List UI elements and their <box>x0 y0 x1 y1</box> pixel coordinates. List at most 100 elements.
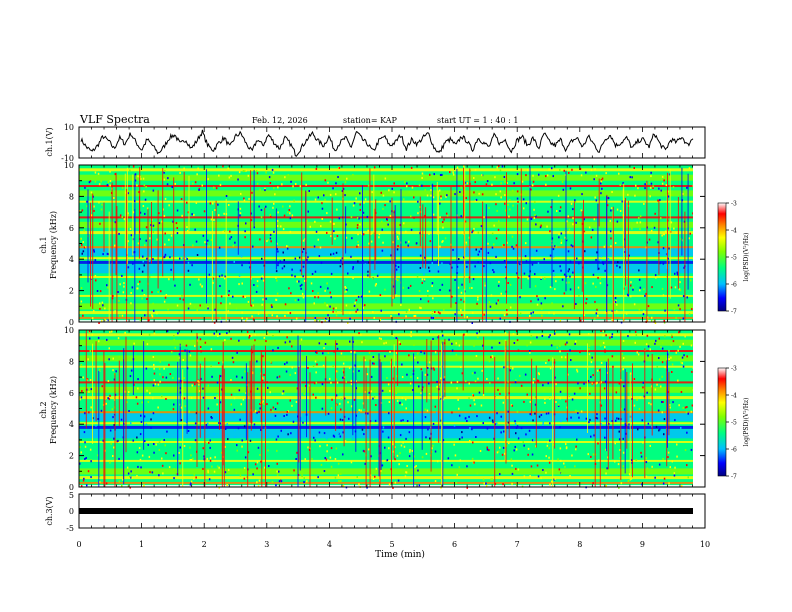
spectrogram-cell <box>420 298 422 301</box>
spectrogram-cell <box>262 400 264 403</box>
spectrogram-cell <box>505 209 507 212</box>
spectrogram-cell <box>625 312 628 315</box>
spectrogram-cell <box>637 428 639 431</box>
spectrogram-cell <box>229 194 231 197</box>
spectrogram-cell <box>667 438 669 441</box>
spectrogram-cell <box>132 439 134 442</box>
spectrogram-cell <box>140 177 142 180</box>
spectrogram-cell <box>355 197 357 200</box>
spectrogram-cell <box>350 461 353 464</box>
spectrogram-cell <box>380 255 382 258</box>
spectrogram-cell <box>350 351 352 353</box>
spectrogram-cell <box>173 403 175 406</box>
spectrogram-cell <box>173 454 175 457</box>
spectrogram-cell <box>321 218 323 220</box>
spectrogram-cell <box>190 481 192 484</box>
spectrogram-cell <box>680 361 682 364</box>
spectrogram-cell <box>276 225 279 227</box>
spectrogram-cell <box>359 203 361 206</box>
spectrogram-cell <box>491 355 494 358</box>
spectrogram-cell <box>653 226 656 229</box>
spectrogram-cell <box>216 394 219 397</box>
spectrogram-cell <box>208 441 210 444</box>
spectrogram-cell <box>149 392 151 395</box>
spectrogram-cell <box>156 238 158 241</box>
spectrogram-cell <box>488 301 491 304</box>
spectrogram-cell <box>664 335 666 338</box>
spectrogram-cell <box>286 245 288 248</box>
spectrogram-cell <box>619 266 621 269</box>
spectrogram-cell <box>111 408 114 411</box>
time-axis-ticks <box>78 127 706 528</box>
spectrogram-cell <box>286 410 289 413</box>
spectrogram-cell <box>364 462 366 465</box>
spectrogram-cell <box>656 383 658 386</box>
spectrogram-cell <box>559 350 561 353</box>
spectrogram-cell <box>496 166 498 169</box>
spectrogram-cell <box>81 243 83 246</box>
spectrogram-cell <box>180 406 182 409</box>
spectrogram-cell <box>392 210 395 212</box>
spectrogram-cell <box>261 401 264 404</box>
spectrogram-cell <box>245 303 248 306</box>
spectrogram-cell <box>596 381 598 384</box>
spectrogram-streak <box>118 360 120 427</box>
spectrogram-cell <box>460 298 462 301</box>
spectrogram-cell <box>682 317 685 320</box>
spectrogram-cell <box>358 332 360 335</box>
spectrogram-cell <box>421 281 423 284</box>
spectrogram-cell <box>141 454 144 457</box>
spectrogram-cell <box>466 486 468 489</box>
spectrogram-cell <box>552 269 555 272</box>
spectrogram-cell <box>330 235 332 238</box>
spectrogram-cell <box>332 307 335 310</box>
spectrogram-cell <box>189 302 192 305</box>
spectrogram-cell <box>631 176 633 179</box>
spectrogram-cell <box>166 183 169 186</box>
spectrogram-cell <box>190 454 192 457</box>
spectrogram-cell <box>364 359 366 362</box>
spectrogram-cell <box>289 340 291 343</box>
spectrogram-cell <box>324 198 326 201</box>
spectrogram-cell <box>322 352 324 355</box>
spectrogram-cell <box>291 366 293 369</box>
spectrogram-cell <box>535 215 537 218</box>
spectrogram-cell <box>242 398 245 401</box>
spectrogram-cell <box>281 267 284 270</box>
spectrogram-cell <box>421 172 424 175</box>
spectrogram-cell <box>276 449 278 452</box>
spectrogram-cell <box>682 192 684 195</box>
spectrogram-cell <box>144 198 147 201</box>
spectrogram-cell <box>574 465 576 468</box>
spectrogram-cell <box>86 378 89 381</box>
spectrogram-cell <box>371 168 373 171</box>
spectrogram-cell <box>237 427 240 430</box>
spectrogram-cell <box>392 334 395 337</box>
spectrogram-cell <box>342 369 344 372</box>
spectrogram-cell <box>230 393 233 396</box>
spectrogram-streak <box>98 370 100 487</box>
spectrogram-cell <box>329 291 331 294</box>
spectrogram-cell <box>470 176 473 179</box>
spectrogram-cell <box>678 331 680 334</box>
spectrogram-cell <box>232 244 235 247</box>
spectrogram-cell <box>411 449 414 452</box>
spectrogram-cell <box>209 439 211 442</box>
spectrogram-cell <box>230 337 232 340</box>
spectrogram-cell <box>408 191 410 193</box>
spectrogram-cell <box>595 312 598 315</box>
spectrogram-cell <box>451 295 453 298</box>
spectrogram-cell <box>537 475 540 478</box>
spectrogram-cell <box>244 236 246 239</box>
spectrogram-cell <box>690 344 693 347</box>
spectrogram-streak <box>419 196 421 247</box>
spectrogram-cell <box>413 356 416 359</box>
spectrogram-cell <box>292 185 294 188</box>
spectrogram-cell <box>275 276 277 279</box>
spectrogram-cell <box>604 269 606 272</box>
spectrogram-cell <box>633 378 636 380</box>
ch1-ytick-bottom: -10 <box>61 154 74 163</box>
spectrogram-cell <box>99 307 101 310</box>
spectrogram-cell <box>639 248 641 250</box>
spectrogram-cell <box>175 222 178 225</box>
